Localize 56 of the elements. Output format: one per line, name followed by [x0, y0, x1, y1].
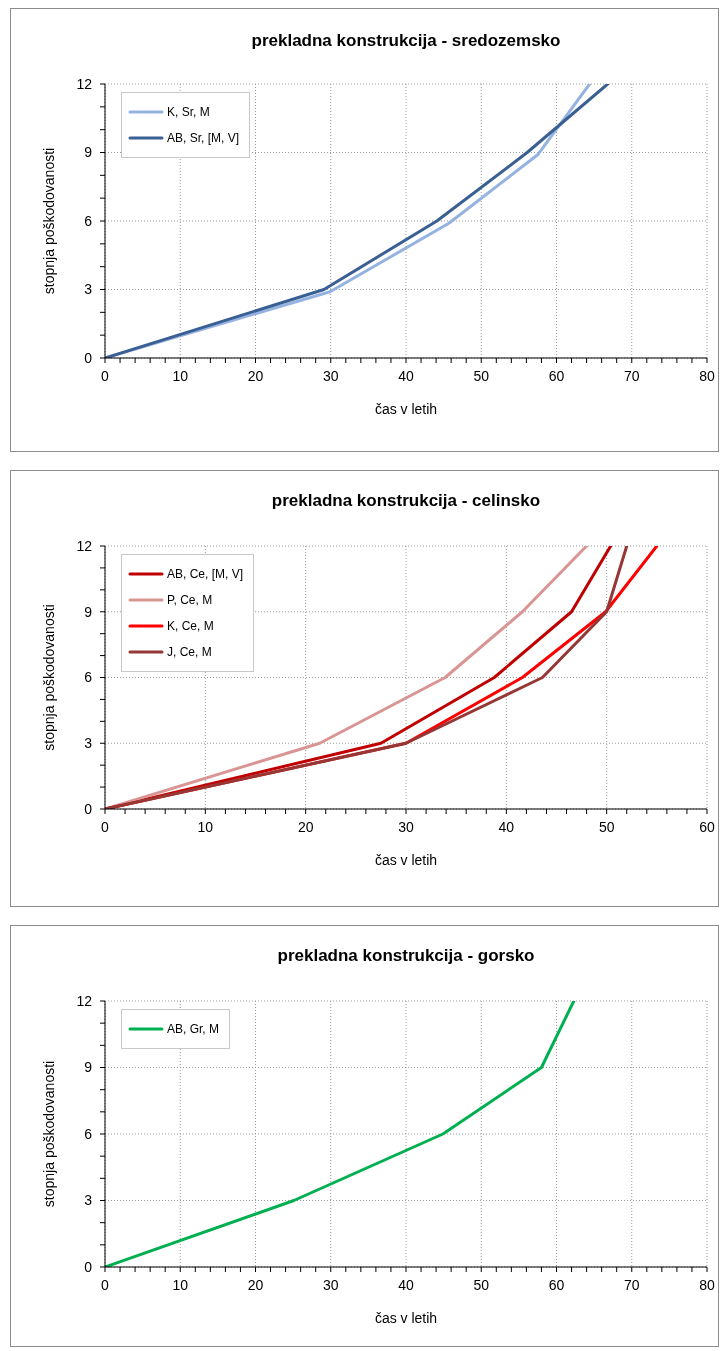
y-axis-title: stopnja poškodovanosti [40, 1060, 57, 1208]
x-tick-label: 50 [473, 1276, 490, 1293]
x-tick-label: 0 [101, 818, 110, 835]
x-tick-label: 30 [322, 1276, 339, 1293]
x-tick-label: 20 [297, 818, 314, 835]
x-tick-label: 60 [548, 367, 565, 384]
legend-label: P, Ce, M [167, 593, 213, 607]
y-tick-label: 3 [84, 735, 93, 752]
y-tick-label: 3 [84, 281, 93, 298]
legend-label: AB, Ce, [M, V] [167, 567, 244, 581]
chart-title: prekladna konstrukcija - celinsko [270, 491, 542, 511]
y-axis-title: stopnja poškodovanosti [40, 147, 57, 295]
y-tick-label: 0 [84, 349, 93, 366]
y-axis-title: stopnja poškodovanosti [40, 604, 57, 751]
y-tick-label: 12 [76, 75, 93, 92]
x-tick-label: 70 [623, 1276, 640, 1293]
y-tick-label: 12 [76, 992, 93, 1009]
y-tick-label: 9 [84, 144, 93, 161]
x-tick-label: 40 [398, 1276, 414, 1293]
x-tick-label: 20 [247, 367, 264, 384]
x-tick-label: 70 [623, 367, 640, 384]
x-tick-label: 40 [498, 818, 515, 835]
x-tick-label: 10 [172, 1276, 189, 1293]
x-axis-title: čas v letih [374, 1310, 438, 1326]
x-axis-title: čas v letih [374, 852, 438, 868]
x-tick-label: 50 [598, 818, 615, 835]
y-tick-label: 0 [84, 800, 93, 817]
x-tick-label: 80 [699, 1276, 715, 1293]
x-tick-label: 10 [197, 818, 214, 835]
chart-title: prekladna konstrukcija - gorsko [276, 946, 536, 966]
legend-label: K, Sr, M [167, 105, 210, 119]
x-tick-label: 0 [101, 367, 110, 384]
x-tick-label: 60 [548, 1276, 565, 1293]
x-tick-label: 30 [398, 818, 414, 835]
x-tick-label: 40 [398, 367, 414, 384]
y-tick-label: 9 [84, 603, 93, 620]
y-tick-label: 3 [84, 1192, 93, 1209]
legend-label: J, Ce, M [167, 645, 212, 659]
x-tick-label: 10 [172, 367, 189, 384]
y-tick-label: 6 [84, 212, 93, 229]
x-tick-label: 50 [473, 367, 490, 384]
x-tick-label: 20 [247, 1276, 264, 1293]
y-tick-label: 6 [84, 669, 93, 686]
y-tick-label: 9 [84, 1059, 93, 1076]
x-tick-label: 0 [101, 1276, 110, 1293]
y-tick-label: 12 [76, 537, 93, 554]
legend-label: AB, Sr, [M, V] [167, 131, 240, 145]
legend-label: AB, Gr, M [167, 1022, 220, 1036]
legend-label: K, Ce, M [167, 619, 214, 633]
x-axis-title: čas v letih [374, 401, 438, 417]
chart-title: prekladna konstrukcija - sredozemsko [250, 31, 562, 51]
x-tick-label: 80 [699, 367, 715, 384]
y-tick-label: 0 [84, 1258, 93, 1275]
x-tick-label: 30 [322, 367, 339, 384]
x-tick-label: 60 [699, 818, 715, 835]
y-tick-label: 6 [84, 1125, 93, 1142]
